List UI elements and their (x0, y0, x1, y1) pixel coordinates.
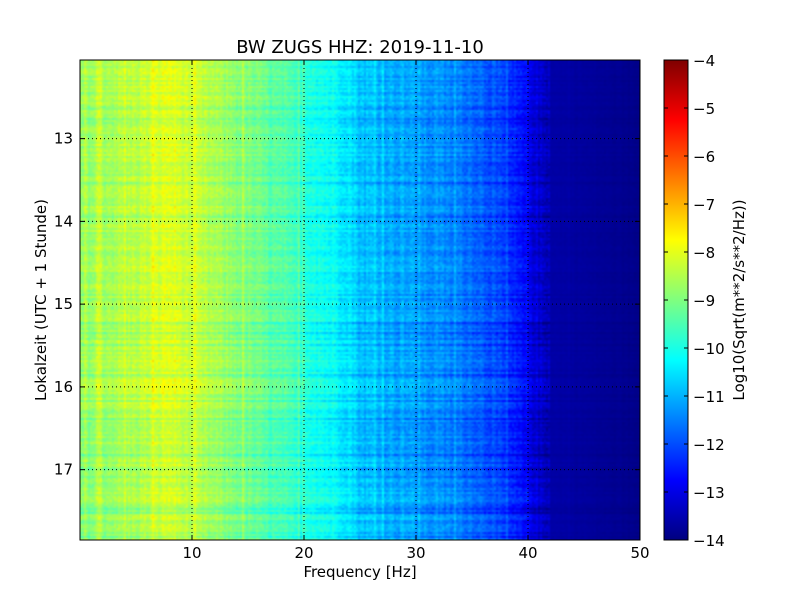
colorbar-tick-label: −14 (693, 532, 725, 550)
y-tick-label: 16 (54, 378, 73, 396)
x-axis-ticks: 10 20 30 40 50 (182, 60, 650, 562)
x-tick-label: 50 (630, 544, 649, 562)
colorbar-tick-label: −13 (693, 484, 725, 502)
plot-frame (79, 59, 641, 541)
x-tick-label: 20 (294, 544, 313, 562)
colorbar-tick-label: −4 (693, 52, 715, 70)
colorbar-tick-label: −10 (693, 340, 725, 358)
chart-title: BW ZUGS HHZ: 2019-11-10 (236, 37, 484, 58)
x-axis-label: Frequency [Hz] (303, 563, 416, 581)
y-tick-label: 14 (54, 212, 73, 230)
y-axis-ticks: 13 14 15 16 17 (54, 130, 640, 479)
colorbar-ticks: −4 −5 −6 −7 −8 −9 −10 −11 −12 −13 −14 (664, 52, 725, 550)
y-axis-label: Lokalzeit (UTC + 1 Stunde) (32, 199, 50, 401)
colorbar-tick-label: −11 (693, 388, 725, 406)
colorbar-tick-label: −8 (693, 244, 715, 262)
colorbar-tick-label: −7 (693, 196, 715, 214)
grid-lines (80, 60, 640, 540)
y-tick-label: 17 (54, 461, 73, 479)
x-tick-label: 40 (518, 544, 537, 562)
colorbar-tick-label: −12 (693, 436, 725, 454)
x-tick-label: 10 (182, 544, 201, 562)
colorbar-tick-label: −9 (693, 292, 715, 310)
colorbar-tick-label: −5 (693, 100, 715, 118)
heatmap (80, 60, 640, 540)
colorbar-label: Log10(Sqrt(m**2/s**2/Hz)) (730, 199, 748, 400)
heatmap-image (80, 60, 640, 540)
colorbar-tick-label: −6 (693, 148, 715, 166)
x-tick-label: 30 (406, 544, 425, 562)
y-tick-label: 15 (54, 295, 73, 313)
y-tick-label: 13 (54, 130, 73, 148)
